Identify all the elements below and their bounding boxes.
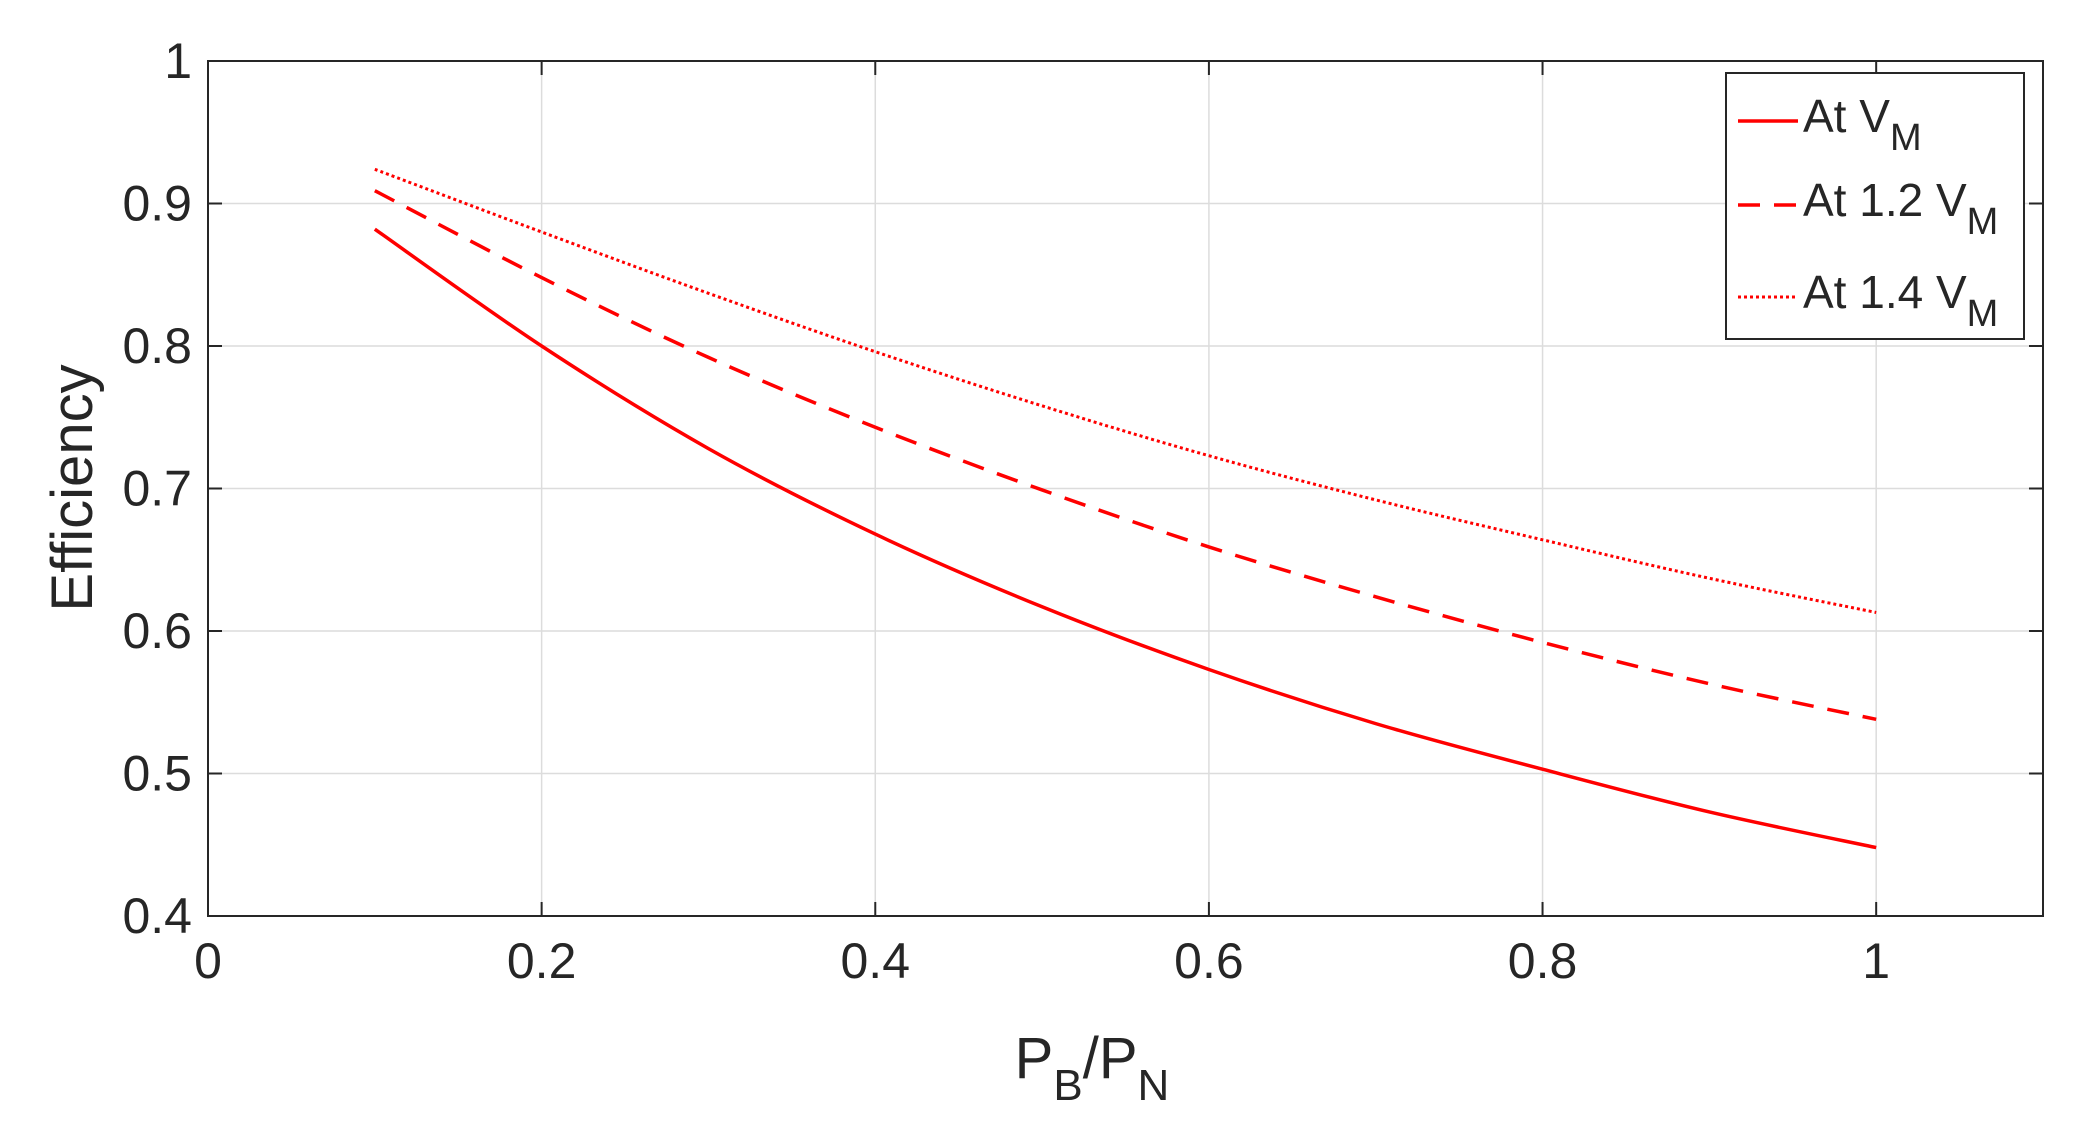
y-tick-label: 0.6 bbox=[122, 603, 192, 659]
legend-item-3: At 1.4 VM bbox=[1738, 266, 1998, 335]
legend-item-1: At VM bbox=[1738, 90, 1922, 159]
x-tick-label: 1 bbox=[1862, 933, 1890, 989]
tick-labels: 0 0.2 0.4 0.6 0.8 1 0.4 0.5 0.6 0.7 0.8 0.9 1 bbox=[122, 33, 1890, 989]
tick-marks bbox=[207, 60, 2043, 917]
x-axis-title: PB/PN bbox=[1015, 1026, 1170, 1110]
legend-label-2-sub: M bbox=[1967, 201, 1999, 243]
y-tick-label: 1 bbox=[164, 33, 192, 89]
y-tick-label: 0.7 bbox=[122, 461, 192, 517]
legend-label-2-main: At 1.2 V bbox=[1803, 174, 1967, 226]
x-axis-title-sep: / bbox=[1083, 1026, 1100, 1091]
series-layer bbox=[373, 167, 1877, 850]
y-tick-label: 0.9 bbox=[122, 176, 192, 232]
series-line-solid bbox=[373, 227, 1877, 850]
legend-label-2: At 1.2 VM bbox=[1803, 174, 1998, 243]
legend-label-1-main: At V bbox=[1803, 90, 1890, 142]
legend: At VM At 1.2 VM At 1.4 VM bbox=[1725, 72, 2025, 340]
legend-label-3-sub: M bbox=[1967, 293, 1999, 335]
legend-label-3: At 1.4 VM bbox=[1803, 266, 1998, 335]
legend-label-1: At VM bbox=[1803, 90, 1922, 159]
y-tick-label: 0.5 bbox=[122, 746, 192, 802]
legend-label-1-sub: M bbox=[1890, 117, 1922, 159]
x-tick-label: 0.2 bbox=[507, 933, 577, 989]
x-axis-title-p2: P bbox=[1099, 1026, 1138, 1091]
x-tick-label: 0.6 bbox=[1174, 933, 1244, 989]
x-axis-title-sub2: N bbox=[1138, 1061, 1170, 1110]
x-axis-title-sub1: B bbox=[1053, 1061, 1082, 1110]
legend-label-3-main: At 1.4 V bbox=[1803, 266, 1967, 318]
series-line-dashed bbox=[374, 189, 1877, 722]
x-tick-label: 0.8 bbox=[1508, 933, 1578, 989]
y-tick-label: 0.4 bbox=[122, 888, 192, 944]
x-axis-title-p1: P bbox=[1015, 1026, 1054, 1091]
x-tick-label: 0 bbox=[194, 933, 222, 989]
y-axis-title: Efficiency bbox=[40, 364, 105, 611]
y-tick-label: 0.8 bbox=[122, 318, 192, 374]
x-tick-label: 0.4 bbox=[841, 933, 911, 989]
legend-item-2: At 1.2 VM bbox=[1738, 174, 1998, 243]
